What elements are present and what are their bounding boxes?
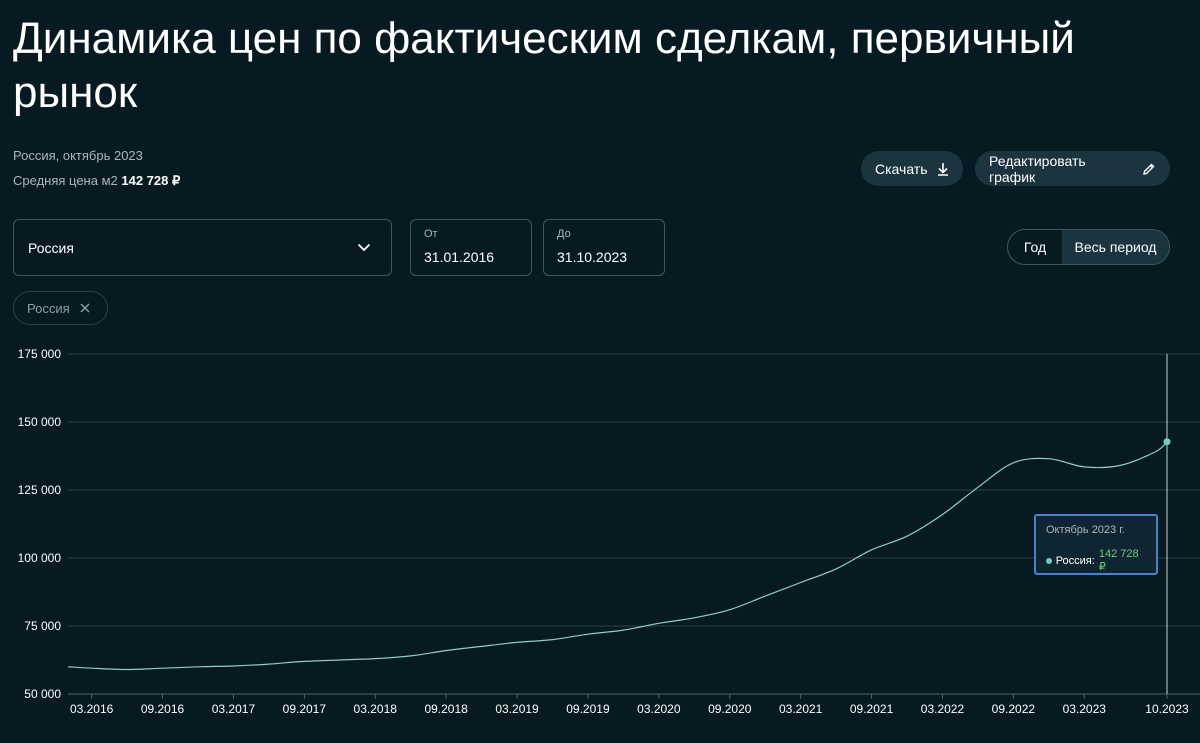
edit-chart-button[interactable]: Редактировать график bbox=[975, 151, 1170, 186]
download-label: Скачать bbox=[875, 160, 928, 177]
avg-price-caption: Средняя цена м2 142 728 ₽ bbox=[13, 173, 180, 189]
x-tick-label: 03.2018 bbox=[354, 702, 398, 716]
chart-tooltip: Октябрь 2023 г. Россия: 142 728 ₽ bbox=[1034, 514, 1158, 575]
avg-price-value: 142 728 ₽ bbox=[121, 173, 181, 188]
tooltip-title: Октябрь 2023 г. bbox=[1046, 524, 1125, 536]
region-chip-label: Россия bbox=[27, 300, 70, 316]
series-dot-icon bbox=[1046, 557, 1052, 564]
x-tick-label: 09.2020 bbox=[708, 702, 752, 716]
period-toggle: Год Весь период bbox=[1007, 229, 1170, 265]
data-point-last bbox=[1163, 438, 1171, 446]
region-select[interactable]: Россия bbox=[13, 219, 392, 276]
price-line-chart: 175 000 150 000 125 000 100 000 75 000 50 000… bbox=[18, 347, 1200, 716]
x-tick-label: 09.2017 bbox=[283, 702, 327, 716]
period-year-button[interactable]: Год bbox=[1023, 239, 1047, 255]
x-tick-label: 03.2019 bbox=[495, 702, 539, 716]
x-tick-label: 10.2023 bbox=[1145, 702, 1189, 716]
pencil-icon bbox=[1142, 162, 1156, 176]
series-line-russia bbox=[67, 441, 1168, 671]
chevron-down-icon bbox=[357, 240, 371, 257]
y-tick-label: 100 000 bbox=[18, 551, 62, 565]
date-from-field[interactable]: От 31.01.2016 bbox=[410, 219, 532, 276]
x-tick-label: 03.2023 bbox=[1063, 702, 1107, 716]
y-tick-label: 75 000 bbox=[24, 619, 61, 633]
date-to-value: 31.10.2023 bbox=[557, 249, 628, 265]
x-tick-label: 03.2017 bbox=[212, 702, 256, 716]
region-select-value: Россия bbox=[28, 239, 74, 256]
tooltip-value: 142 728 ₽ bbox=[1098, 548, 1139, 573]
x-tick-label: 03.2021 bbox=[779, 702, 823, 716]
page-title: Динамика цен по фактическим сделкам, пер… bbox=[13, 14, 1075, 117]
x-tick-label: 03.2022 bbox=[921, 702, 965, 716]
x-tick-label: 09.2019 bbox=[566, 702, 610, 716]
y-tick-label: 50 000 bbox=[24, 687, 61, 701]
tooltip-row: Россия: 142 728 ₽ bbox=[1046, 548, 1146, 573]
period-all-button[interactable]: Весь период bbox=[1062, 230, 1169, 264]
edit-chart-label: Редактировать график bbox=[989, 152, 1086, 185]
avg-price-label: Средняя цена м2 bbox=[13, 173, 118, 188]
y-tick-label: 125 000 bbox=[18, 483, 62, 497]
x-tick-label: 09.2021 bbox=[850, 702, 894, 716]
y-tick-label: 175 000 bbox=[18, 347, 62, 361]
date-to-label: До bbox=[557, 228, 571, 240]
x-tick-label: 03.2020 bbox=[637, 702, 681, 716]
x-tick-label: 09.2016 bbox=[141, 702, 185, 716]
close-icon[interactable] bbox=[80, 301, 90, 316]
x-tick-label: 03.2016 bbox=[70, 702, 114, 716]
tooltip-series-label: Россия: bbox=[1055, 554, 1095, 567]
x-tick-label: 09.2022 bbox=[992, 702, 1036, 716]
date-from-label: От bbox=[424, 228, 438, 240]
y-tick-label: 150 000 bbox=[18, 415, 62, 429]
region-period-caption: Россия, октябрь 2023 bbox=[13, 148, 143, 163]
date-from-value: 31.01.2016 bbox=[424, 249, 495, 265]
download-icon bbox=[936, 162, 950, 176]
region-chip: Россия bbox=[13, 291, 108, 325]
x-tick-label: 09.2018 bbox=[424, 702, 468, 716]
download-button[interactable]: Скачать bbox=[861, 151, 963, 186]
date-to-field[interactable]: До 31.10.2023 bbox=[543, 219, 665, 276]
